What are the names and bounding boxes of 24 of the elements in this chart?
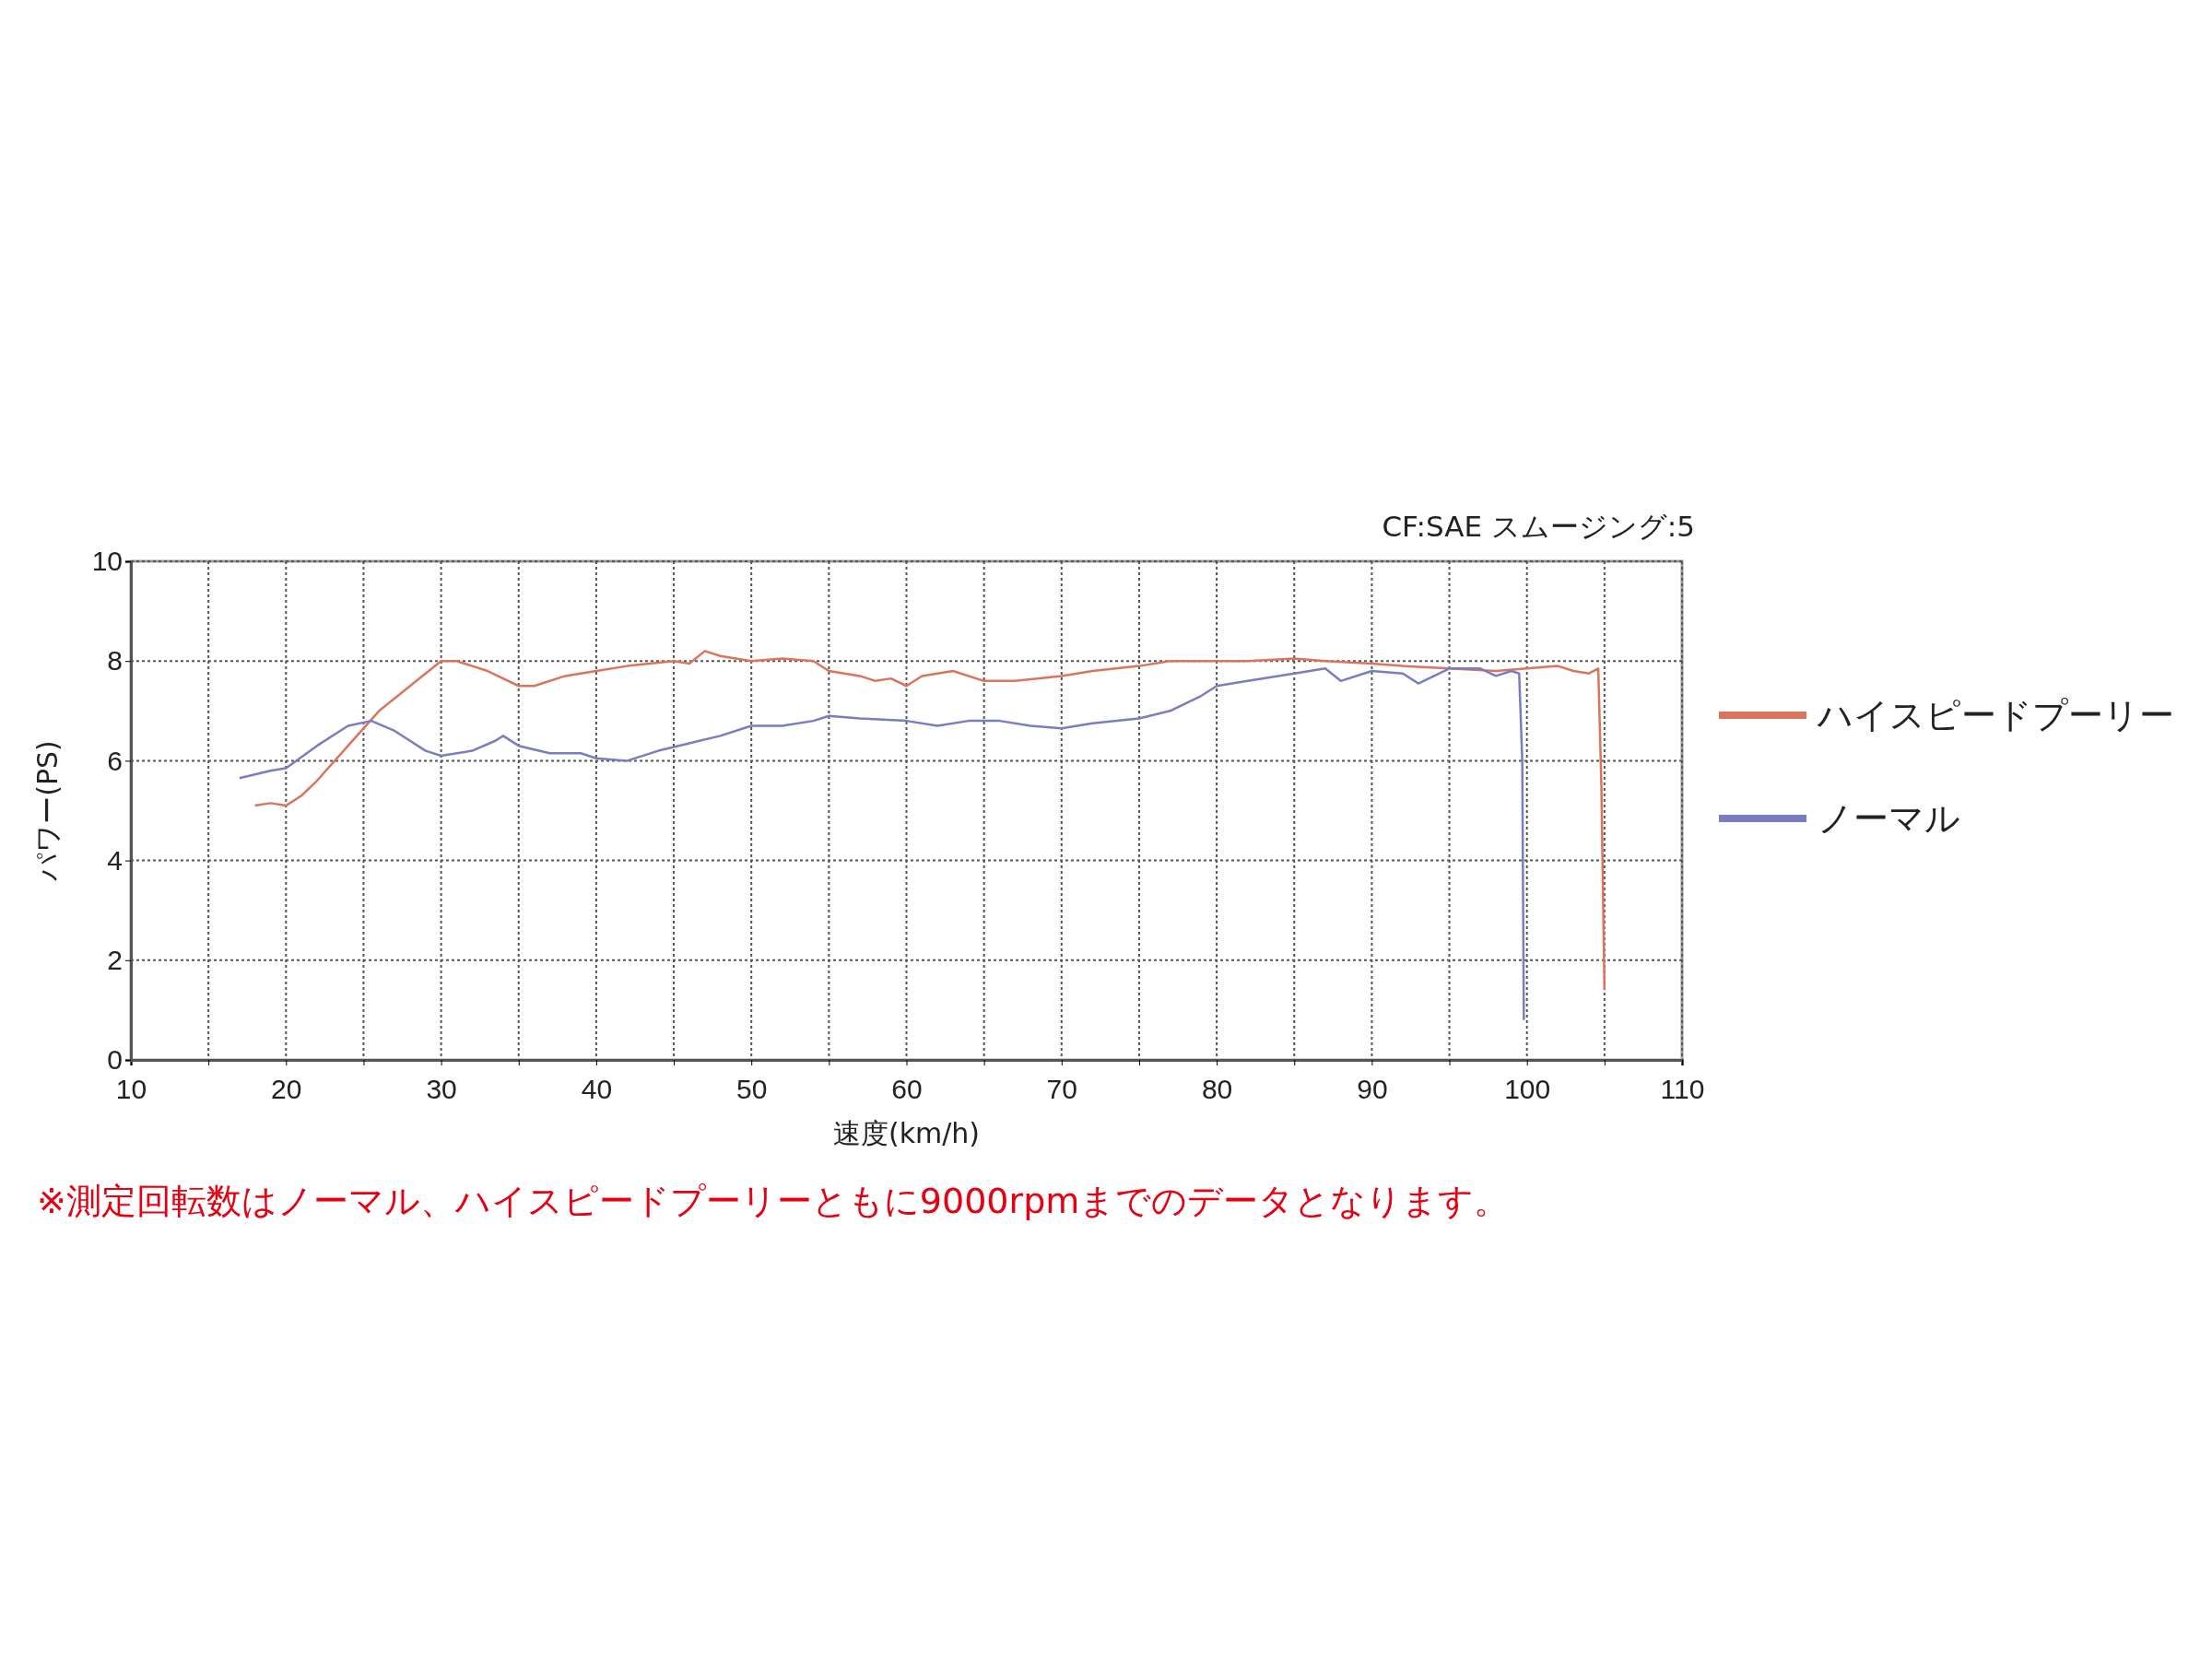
line-series: [253, 650, 1606, 992]
x-tick-label: 50: [736, 1074, 768, 1104]
x-tick-label: 100: [1504, 1074, 1551, 1104]
y-tick-label: 4: [107, 844, 123, 876]
y-tick-label: 10: [91, 546, 123, 577]
y-tick-label: 6: [107, 745, 123, 776]
text: ※測定回転数はノーマル、ハイスピードプーリーともに9000rpmまでのデータとなります。: [37, 1181, 1510, 1221]
x-tick-label: 40: [581, 1074, 613, 1104]
x-tick-label: 20: [271, 1074, 302, 1104]
line-series: [238, 667, 1525, 1021]
y-tick-label: 2: [107, 944, 123, 975]
y-tick-label: 0: [107, 1044, 123, 1076]
x-tick-label: 60: [891, 1074, 923, 1104]
legend-label: ノーマル: [1818, 798, 1960, 839]
x-tick-label: 70: [1046, 1074, 1077, 1104]
chart-subtitle: CF:SAE スムージング:5: [1382, 510, 1695, 543]
x-tick-label: 30: [426, 1074, 457, 1104]
x-axis-title: 速度(km/h): [832, 1117, 981, 1149]
y-axis-title: パワー(PS): [31, 740, 64, 882]
legend-label: ハイスピードプーリー: [1817, 695, 2174, 735]
y-tick-label: 8: [107, 645, 123, 677]
x-tick-label: 80: [1201, 1074, 1233, 1104]
x-tick-label: 110: [1660, 1074, 1705, 1104]
x-tick-label: 90: [1357, 1074, 1388, 1104]
